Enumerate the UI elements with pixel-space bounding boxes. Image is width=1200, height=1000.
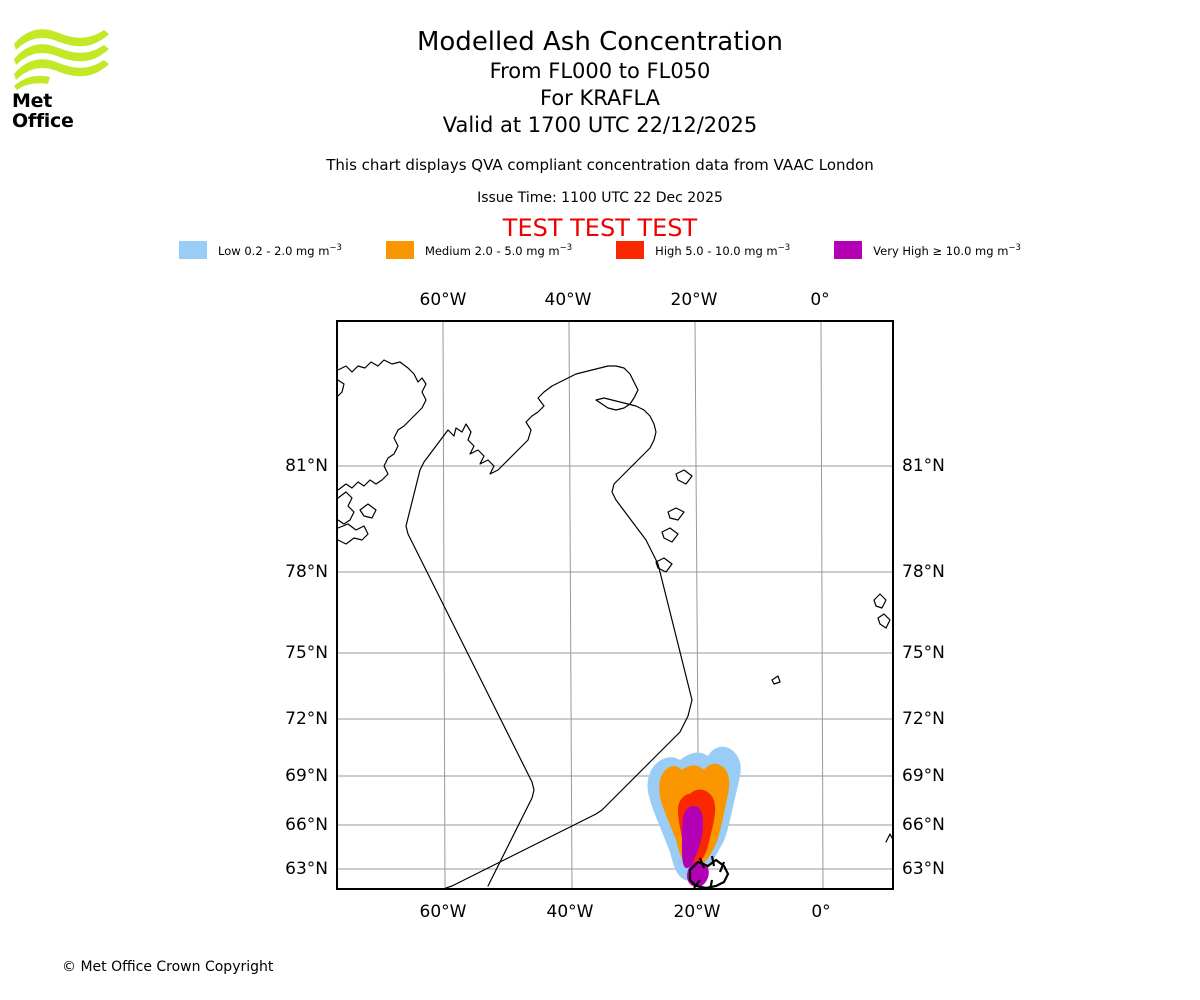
- legend-item-low: Low 0.2 - 2.0 mg m−3: [179, 241, 342, 259]
- copyright-notice: © Met Office Crown Copyright: [62, 959, 274, 975]
- chart-title-block: Modelled Ash Concentration From FL000 to…: [0, 26, 1200, 139]
- title-flight-levels: From FL000 to FL050: [489, 59, 711, 83]
- lat-tick-left-81n: 81°N: [285, 456, 328, 476]
- lat-tick-right-69n: 69°N: [902, 766, 945, 786]
- map-gridlines: [338, 322, 892, 888]
- lon-tick-top-60w: 60°W: [419, 290, 467, 310]
- legend-swatch-very-high: [834, 241, 863, 259]
- lat-tick-right-75n: 75°N: [902, 643, 945, 663]
- lon-tick-top-0: 0°: [810, 290, 830, 310]
- lon-tick-bottom-20w: 20°W: [673, 902, 721, 922]
- legend-swatch-medium: [385, 241, 414, 259]
- legend-swatch-low: [179, 241, 208, 259]
- map-graphic: [338, 322, 892, 888]
- volcano-source-marker: [688, 855, 730, 888]
- map-plot-frame[interactable]: [336, 320, 894, 890]
- lat-tick-left-72n: 72°N: [285, 709, 328, 729]
- legend-label-very-high: Very High ≥ 10.0 mg m−3: [873, 242, 1021, 258]
- lat-tick-left-69n: 69°N: [285, 766, 328, 786]
- lat-tick-left-78n: 78°N: [285, 562, 328, 582]
- lat-tick-right-66n: 66°N: [902, 815, 945, 835]
- lat-tick-right-72n: 72°N: [902, 709, 945, 729]
- logo-wordmark: Met Office: [12, 90, 74, 132]
- title-valid-time: Valid at 1700 UTC 22/12/2025: [442, 113, 758, 137]
- legend-swatch-high: [616, 241, 645, 259]
- lon-tick-bottom-40w: 40°W: [546, 902, 594, 922]
- concentration-legend: Low 0.2 - 2.0 mg m−3 Medium 2.0 - 5.0 mg…: [0, 241, 1200, 259]
- lon-tick-bottom-0: 0°: [811, 902, 831, 922]
- met-office-logo: Met Office: [12, 22, 112, 131]
- qva-compliance-note: This chart displays QVA compliant concen…: [326, 156, 874, 174]
- ash-plume-contours: [647, 746, 741, 887]
- legend-label-high: High 5.0 - 10.0 mg m−3: [655, 242, 791, 258]
- coastline-paths: [338, 359, 892, 888]
- lat-tick-right-63n: 63°N: [902, 859, 945, 879]
- plume-contour-very-high: [682, 806, 704, 869]
- lat-tick-left-66n: 66°N: [285, 815, 328, 835]
- legend-label-medium: Medium 2.0 - 5.0 mg m−3: [424, 242, 573, 258]
- map-container: 60°W 40°W 20°W 0° 60°W 40°W 20°W 0° 81°N…: [285, 290, 945, 922]
- lon-tick-top-40w: 40°W: [544, 290, 592, 310]
- test-banner: TEST TEST TEST: [502, 214, 698, 242]
- legend-item-medium: Medium 2.0 - 5.0 mg m−3: [385, 241, 573, 259]
- lat-tick-right-81n: 81°N: [902, 456, 945, 476]
- lat-tick-left-63n: 63°N: [285, 859, 328, 879]
- lat-tick-left-75n: 75°N: [285, 643, 328, 663]
- legend-item-high: High 5.0 - 10.0 mg m−3: [616, 241, 790, 259]
- lon-tick-top-20w: 20°W: [670, 290, 718, 310]
- title-volcano: For KRAFLA: [540, 86, 660, 110]
- lon-tick-bottom-60w: 60°W: [419, 902, 467, 922]
- page-title: Modelled Ash Concentration: [416, 27, 784, 57]
- legend-item-very-high: Very High ≥ 10.0 mg m−3: [834, 241, 1021, 259]
- legend-label-low: Low 0.2 - 2.0 mg m−3: [218, 242, 342, 258]
- issue-time-label: Issue Time: 1100 UTC 22 Dec 2025: [477, 190, 723, 206]
- met-office-wave-mark: [14, 29, 109, 90]
- lat-tick-right-78n: 78°N: [902, 562, 945, 582]
